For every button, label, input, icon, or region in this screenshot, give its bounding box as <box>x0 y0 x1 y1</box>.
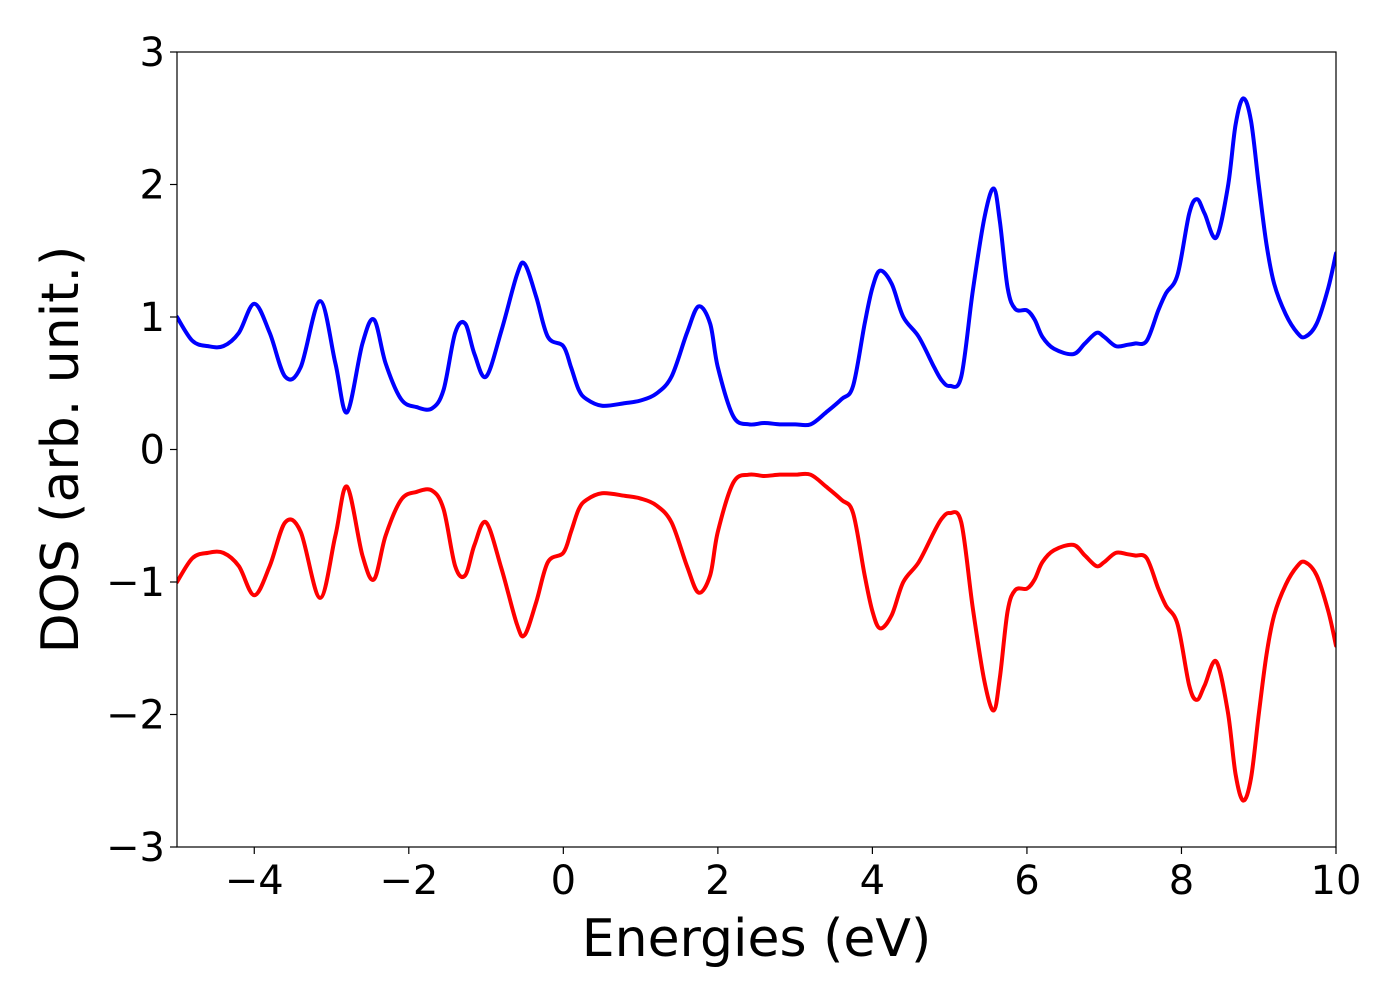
y-axis: 3 2 1 0 −1 −2 −3 <box>106 30 177 871</box>
y-axis-label: DOS (arb. unit.) <box>31 246 91 654</box>
x-tick-label: 0 <box>551 858 576 904</box>
series-layer <box>177 96 1336 803</box>
x-tick-label: 4 <box>860 858 885 904</box>
x-tick-label: −4 <box>225 858 284 904</box>
x-tick-label: 8 <box>1169 858 1194 904</box>
y-tick-label: 3 <box>140 30 165 76</box>
series-line-upper <box>177 96 1336 428</box>
x-axis: −4 −2 0 2 4 6 8 10 <box>225 847 1362 904</box>
y-tick-label: 1 <box>140 295 165 341</box>
series-line-lower <box>177 471 1336 803</box>
x-axis-label: Energies (eV) <box>582 909 931 969</box>
x-tick-label: 2 <box>705 858 730 904</box>
y-tick-label: −3 <box>106 825 165 871</box>
x-tick-label: −2 <box>379 858 438 904</box>
y-tick-label: −1 <box>106 560 165 606</box>
x-tick-label: 6 <box>1014 858 1039 904</box>
y-tick-label: −2 <box>106 693 165 739</box>
y-tick-label: 0 <box>140 428 165 474</box>
x-tick-label: 10 <box>1311 858 1362 904</box>
y-tick-label: 2 <box>140 163 165 209</box>
